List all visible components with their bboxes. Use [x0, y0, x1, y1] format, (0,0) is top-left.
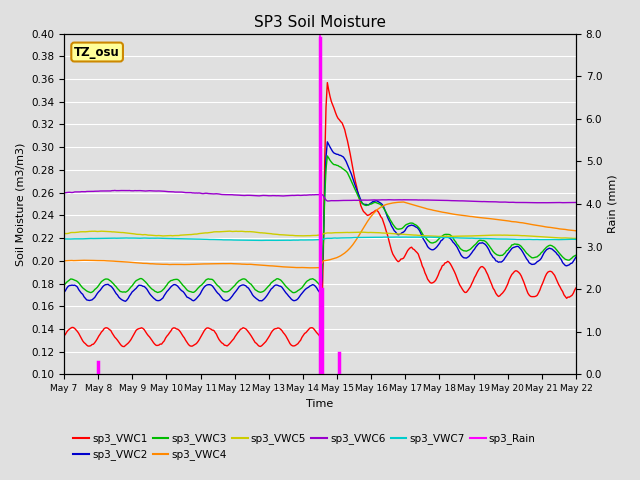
- sp3_VWC6: [93, 188, 101, 194]
- sp3_VWC1: [93, 336, 101, 341]
- sp3_VWC5: [502, 232, 510, 238]
- sp3_VWC4: [428, 207, 435, 213]
- sp3_VWC1: [120, 344, 128, 349]
- sp3_VWC3: [326, 157, 334, 163]
- Line: sp3_VWC3: sp3_VWC3: [64, 156, 576, 293]
- sp3_VWC6: [502, 199, 510, 205]
- sp3_VWC6: [325, 198, 333, 204]
- Line: sp3_VWC2: sp3_VWC2: [64, 142, 576, 301]
- sp3_VWC4: [60, 258, 68, 264]
- sp3_VWC6: [111, 188, 118, 193]
- sp3_VWC4: [77, 257, 85, 263]
- sp3_VWC1: [77, 336, 85, 341]
- Legend: sp3_VWC1, sp3_VWC2, sp3_VWC3, sp3_VWC4, sp3_VWC5, sp3_VWC6, sp3_VWC7, sp3_Rain: sp3_VWC1, sp3_VWC2, sp3_VWC3, sp3_VWC4, …: [69, 429, 540, 464]
- sp3_VWC1: [571, 287, 579, 293]
- sp3_VWC5: [77, 229, 85, 235]
- sp3_VWC4: [93, 258, 101, 264]
- sp3_VWC5: [60, 230, 68, 236]
- Y-axis label: Rain (mm): Rain (mm): [608, 175, 618, 233]
- sp3_VWC7: [428, 234, 435, 240]
- sp3_VWC2: [122, 299, 129, 304]
- sp3_VWC1: [326, 94, 334, 99]
- sp3_VWC2: [326, 144, 334, 150]
- sp3_VWC2: [77, 290, 85, 296]
- sp3_VWC7: [77, 236, 85, 241]
- sp3_VWC3: [60, 282, 68, 288]
- sp3_VWC1: [60, 333, 68, 339]
- sp3_VWC2: [572, 254, 580, 260]
- sp3_VWC7: [60, 236, 68, 242]
- sp3_VWC5: [93, 228, 101, 234]
- sp3_VWC2: [93, 290, 101, 296]
- sp3_VWC7: [325, 235, 333, 241]
- sp3_VWC6: [541, 200, 549, 205]
- sp3_VWC3: [290, 290, 298, 296]
- Line: sp3_VWC7: sp3_VWC7: [64, 237, 576, 240]
- Line: sp3_VWC1: sp3_VWC1: [64, 83, 576, 347]
- sp3_VWC7: [571, 237, 579, 242]
- sp3_VWC3: [428, 240, 435, 246]
- sp3_VWC4: [325, 257, 333, 263]
- sp3_VWC5: [325, 230, 333, 236]
- sp3_VWC6: [571, 200, 579, 205]
- Line: sp3_VWC4: sp3_VWC4: [64, 202, 576, 268]
- sp3_VWC1: [428, 280, 435, 286]
- Line: sp3_VWC5: sp3_VWC5: [64, 231, 576, 239]
- sp3_VWC3: [572, 252, 580, 258]
- sp3_VWC1: [504, 281, 511, 287]
- sp3_VWC6: [60, 190, 68, 196]
- sp3_VWC6: [77, 189, 85, 194]
- sp3_VWC4: [504, 218, 511, 224]
- Text: TZ_osu: TZ_osu: [74, 46, 120, 59]
- sp3_VWC7: [255, 238, 263, 243]
- sp3_VWC7: [93, 236, 101, 241]
- sp3_VWC5: [226, 228, 234, 234]
- X-axis label: Time: Time: [307, 399, 333, 408]
- sp3_VWC5: [572, 236, 580, 241]
- sp3_VWC5: [570, 236, 577, 241]
- sp3_VWC3: [323, 153, 331, 159]
- sp3_VWC7: [504, 236, 511, 242]
- Y-axis label: Soil Moisture (m3/m3): Soil Moisture (m3/m3): [15, 142, 26, 266]
- sp3_VWC7: [572, 237, 580, 242]
- sp3_VWC4: [572, 228, 580, 234]
- sp3_VWC2: [60, 289, 68, 295]
- Title: SP3 Soil Moisture: SP3 Soil Moisture: [254, 15, 386, 30]
- sp3_VWC1: [323, 80, 331, 85]
- sp3_VWC4: [398, 199, 406, 205]
- sp3_VWC7: [387, 234, 394, 240]
- sp3_VWC6: [572, 200, 580, 205]
- sp3_VWC2: [323, 139, 331, 144]
- sp3_VWC2: [428, 247, 435, 252]
- sp3_VWC3: [571, 253, 579, 259]
- sp3_VWC1: [572, 285, 580, 291]
- sp3_VWC3: [77, 284, 85, 289]
- sp3_VWC3: [93, 284, 101, 290]
- sp3_VWC6: [426, 197, 434, 203]
- sp3_VWC4: [571, 228, 579, 233]
- sp3_VWC3: [504, 247, 511, 253]
- Line: sp3_VWC6: sp3_VWC6: [64, 191, 576, 203]
- sp3_VWC5: [426, 233, 434, 239]
- sp3_VWC2: [504, 251, 511, 257]
- sp3_VWC4: [307, 265, 315, 271]
- sp3_VWC2: [571, 256, 579, 262]
